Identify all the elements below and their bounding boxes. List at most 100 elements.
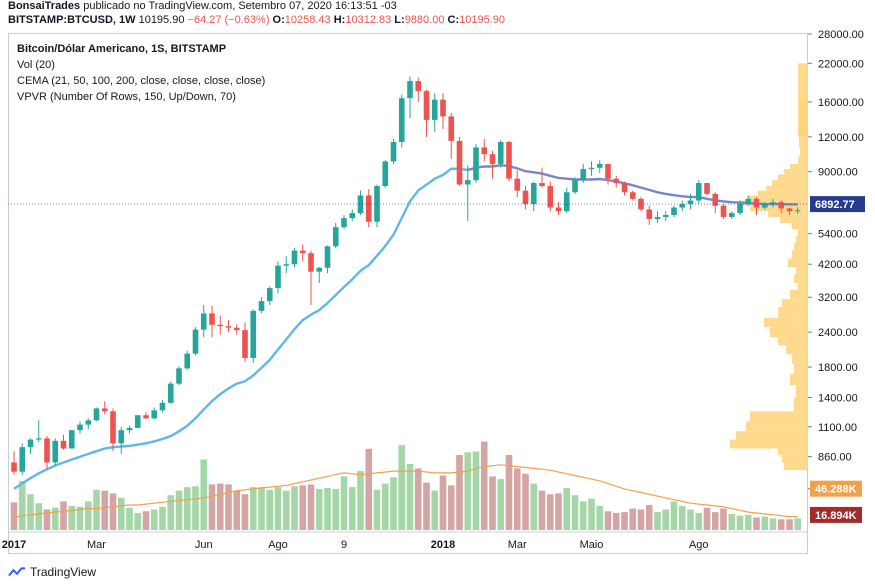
volume-bar [414,468,422,530]
close-value: 10195.90 [459,14,506,26]
symbol-label: BITSTAMP:BTCUSD, 1W [8,14,136,26]
last-price: 10195.90 [138,14,185,26]
vpvr-bar [800,147,808,157]
candle-body [431,99,438,120]
volume-bar [381,483,389,530]
volume-bar [695,513,703,530]
chart-legend: Bitcoin/Dólar Americano, 1S, BITSTAMP Vo… [17,41,265,105]
volume-bar [225,484,232,530]
volume-bar [35,503,43,530]
volume-bar [216,483,224,530]
volume-bar [571,495,579,530]
volume-bar [513,468,521,530]
volume-bar [93,489,100,530]
candle-body [761,203,768,208]
volume-bar [621,512,628,530]
candle-body [695,183,702,201]
volume-bar [654,512,661,530]
vpvr-bar [778,448,808,456]
volume-bar [150,509,158,530]
volume-bar [307,484,315,530]
y-tick-label: 16000.00 [818,97,864,109]
candle-body [151,410,158,419]
candle-body [440,99,446,117]
y-tick-label: 3200.00 [818,292,858,304]
volume-bar [555,493,562,530]
volume-bar [134,513,142,530]
candle-body [357,195,364,214]
volume-bar [456,455,463,530]
candle-body [671,207,677,216]
volume-bar [324,488,331,530]
volume-bar [637,509,645,530]
candle-body [159,402,166,411]
high-value: 10312.83 [345,14,392,26]
volume-bar [167,495,175,530]
volume-bar [464,452,472,530]
candle-body [514,178,521,191]
last-price-label: 6892.77 [815,199,855,211]
candle-body [555,207,562,212]
volume-bar [208,484,216,530]
volume-bar [546,494,554,530]
publish-header: BonsaiTrades publicado no TradingView.co… [8,0,397,13]
x-tick-label: Jun [195,539,213,551]
candle-body [365,195,372,222]
volume-bar [142,511,150,530]
legend-cema: CEMA (21, 50, 100, 200, close, close, cl… [17,75,266,87]
volume-bar [579,501,587,530]
legend-vpvr: VPVR (Number Of Rows, 150, Up/Down, 70) [17,91,236,103]
volume-bar [761,516,769,530]
vpvr-bar [798,63,808,137]
footer-brand[interactable]: TradingView [30,565,97,579]
y-tick-label: 28000.00 [818,29,864,41]
candle-body [473,147,479,181]
ema-line-late [467,163,798,206]
volume-bar [233,490,241,530]
candle-body [464,180,471,185]
candle-body [646,209,653,219]
candle-body [85,420,92,425]
candle-body [60,440,67,449]
vpvr-bar [748,195,808,201]
volume-bar [447,485,455,530]
volume-bar [423,482,430,530]
candle-body [423,91,430,120]
candle-body [794,210,801,212]
volume-bar [249,487,257,530]
volume-bar [348,487,356,530]
vpvr-bar [758,190,808,196]
last-price-tag [810,196,865,213]
volume-ma-line [13,464,798,519]
candle-body [266,288,273,302]
vpvr-bar [764,317,808,328]
volume-bar [530,483,538,530]
candle-body [572,180,578,193]
vpvr-bar [798,282,808,290]
volume-bar [711,512,719,530]
candle-body [225,326,232,328]
volume-bar [117,497,125,530]
volume-bar [769,518,777,530]
vpvr-bar [790,373,808,386]
x-tick-label: Mar [87,539,106,551]
x-tick-label: Mar [508,539,527,551]
volume-bar [175,490,183,530]
y-tick-label: 4200.00 [818,259,858,271]
candle-body [407,81,413,99]
vpvr-bar [796,385,808,398]
candle-body [184,353,191,369]
volume-bar [101,490,109,530]
volume-bar [786,519,793,530]
price-change: −64.27 (−0.63%) [187,14,270,26]
volume-bar [126,507,133,530]
candle-body [332,227,339,247]
volume-bar [431,490,439,530]
candle-body [530,183,537,204]
x-tick-label: 9 [341,539,347,551]
candle-body [44,438,50,463]
candle-body [176,368,182,384]
candle-body [704,183,710,194]
volume-bar [629,508,637,530]
